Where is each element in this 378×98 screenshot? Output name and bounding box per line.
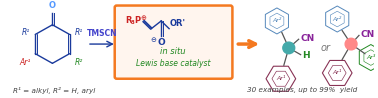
Text: Ar¹: Ar¹	[276, 76, 285, 81]
Text: P: P	[135, 16, 141, 25]
Text: CN: CN	[301, 34, 315, 43]
Text: R¹: R¹	[22, 28, 30, 37]
Text: R¹: R¹	[74, 28, 83, 37]
Text: O: O	[157, 38, 165, 47]
Text: ⊖: ⊖	[150, 37, 156, 43]
Text: OR': OR'	[170, 19, 186, 28]
Text: ⊕: ⊕	[140, 15, 146, 21]
Text: R: R	[125, 16, 132, 25]
Text: Ar²: Ar²	[333, 17, 342, 22]
Text: R²: R²	[74, 58, 83, 67]
Text: Lewis base catalyst: Lewis base catalyst	[136, 59, 210, 68]
Text: CN: CN	[361, 30, 375, 39]
Text: H: H	[303, 51, 310, 60]
Text: Ar³: Ar³	[366, 55, 376, 60]
Circle shape	[345, 38, 357, 50]
Text: Ar²: Ar²	[272, 18, 282, 23]
Circle shape	[283, 42, 295, 54]
Text: O: O	[49, 1, 56, 10]
Text: Ar¹: Ar¹	[19, 58, 30, 67]
Text: R¹ = alkyl, R² = H, aryl: R¹ = alkyl, R² = H, aryl	[13, 87, 96, 94]
Text: Ar¹: Ar¹	[333, 70, 342, 75]
Text: or: or	[321, 43, 330, 53]
Text: in situ: in situ	[160, 47, 186, 56]
Text: TMSCN: TMSCN	[87, 29, 117, 38]
Text: 30 examples, up to 99%  yield: 30 examples, up to 99% yield	[246, 87, 357, 93]
FancyArrowPatch shape	[238, 41, 256, 47]
FancyBboxPatch shape	[115, 5, 232, 79]
Text: 3: 3	[131, 20, 135, 25]
